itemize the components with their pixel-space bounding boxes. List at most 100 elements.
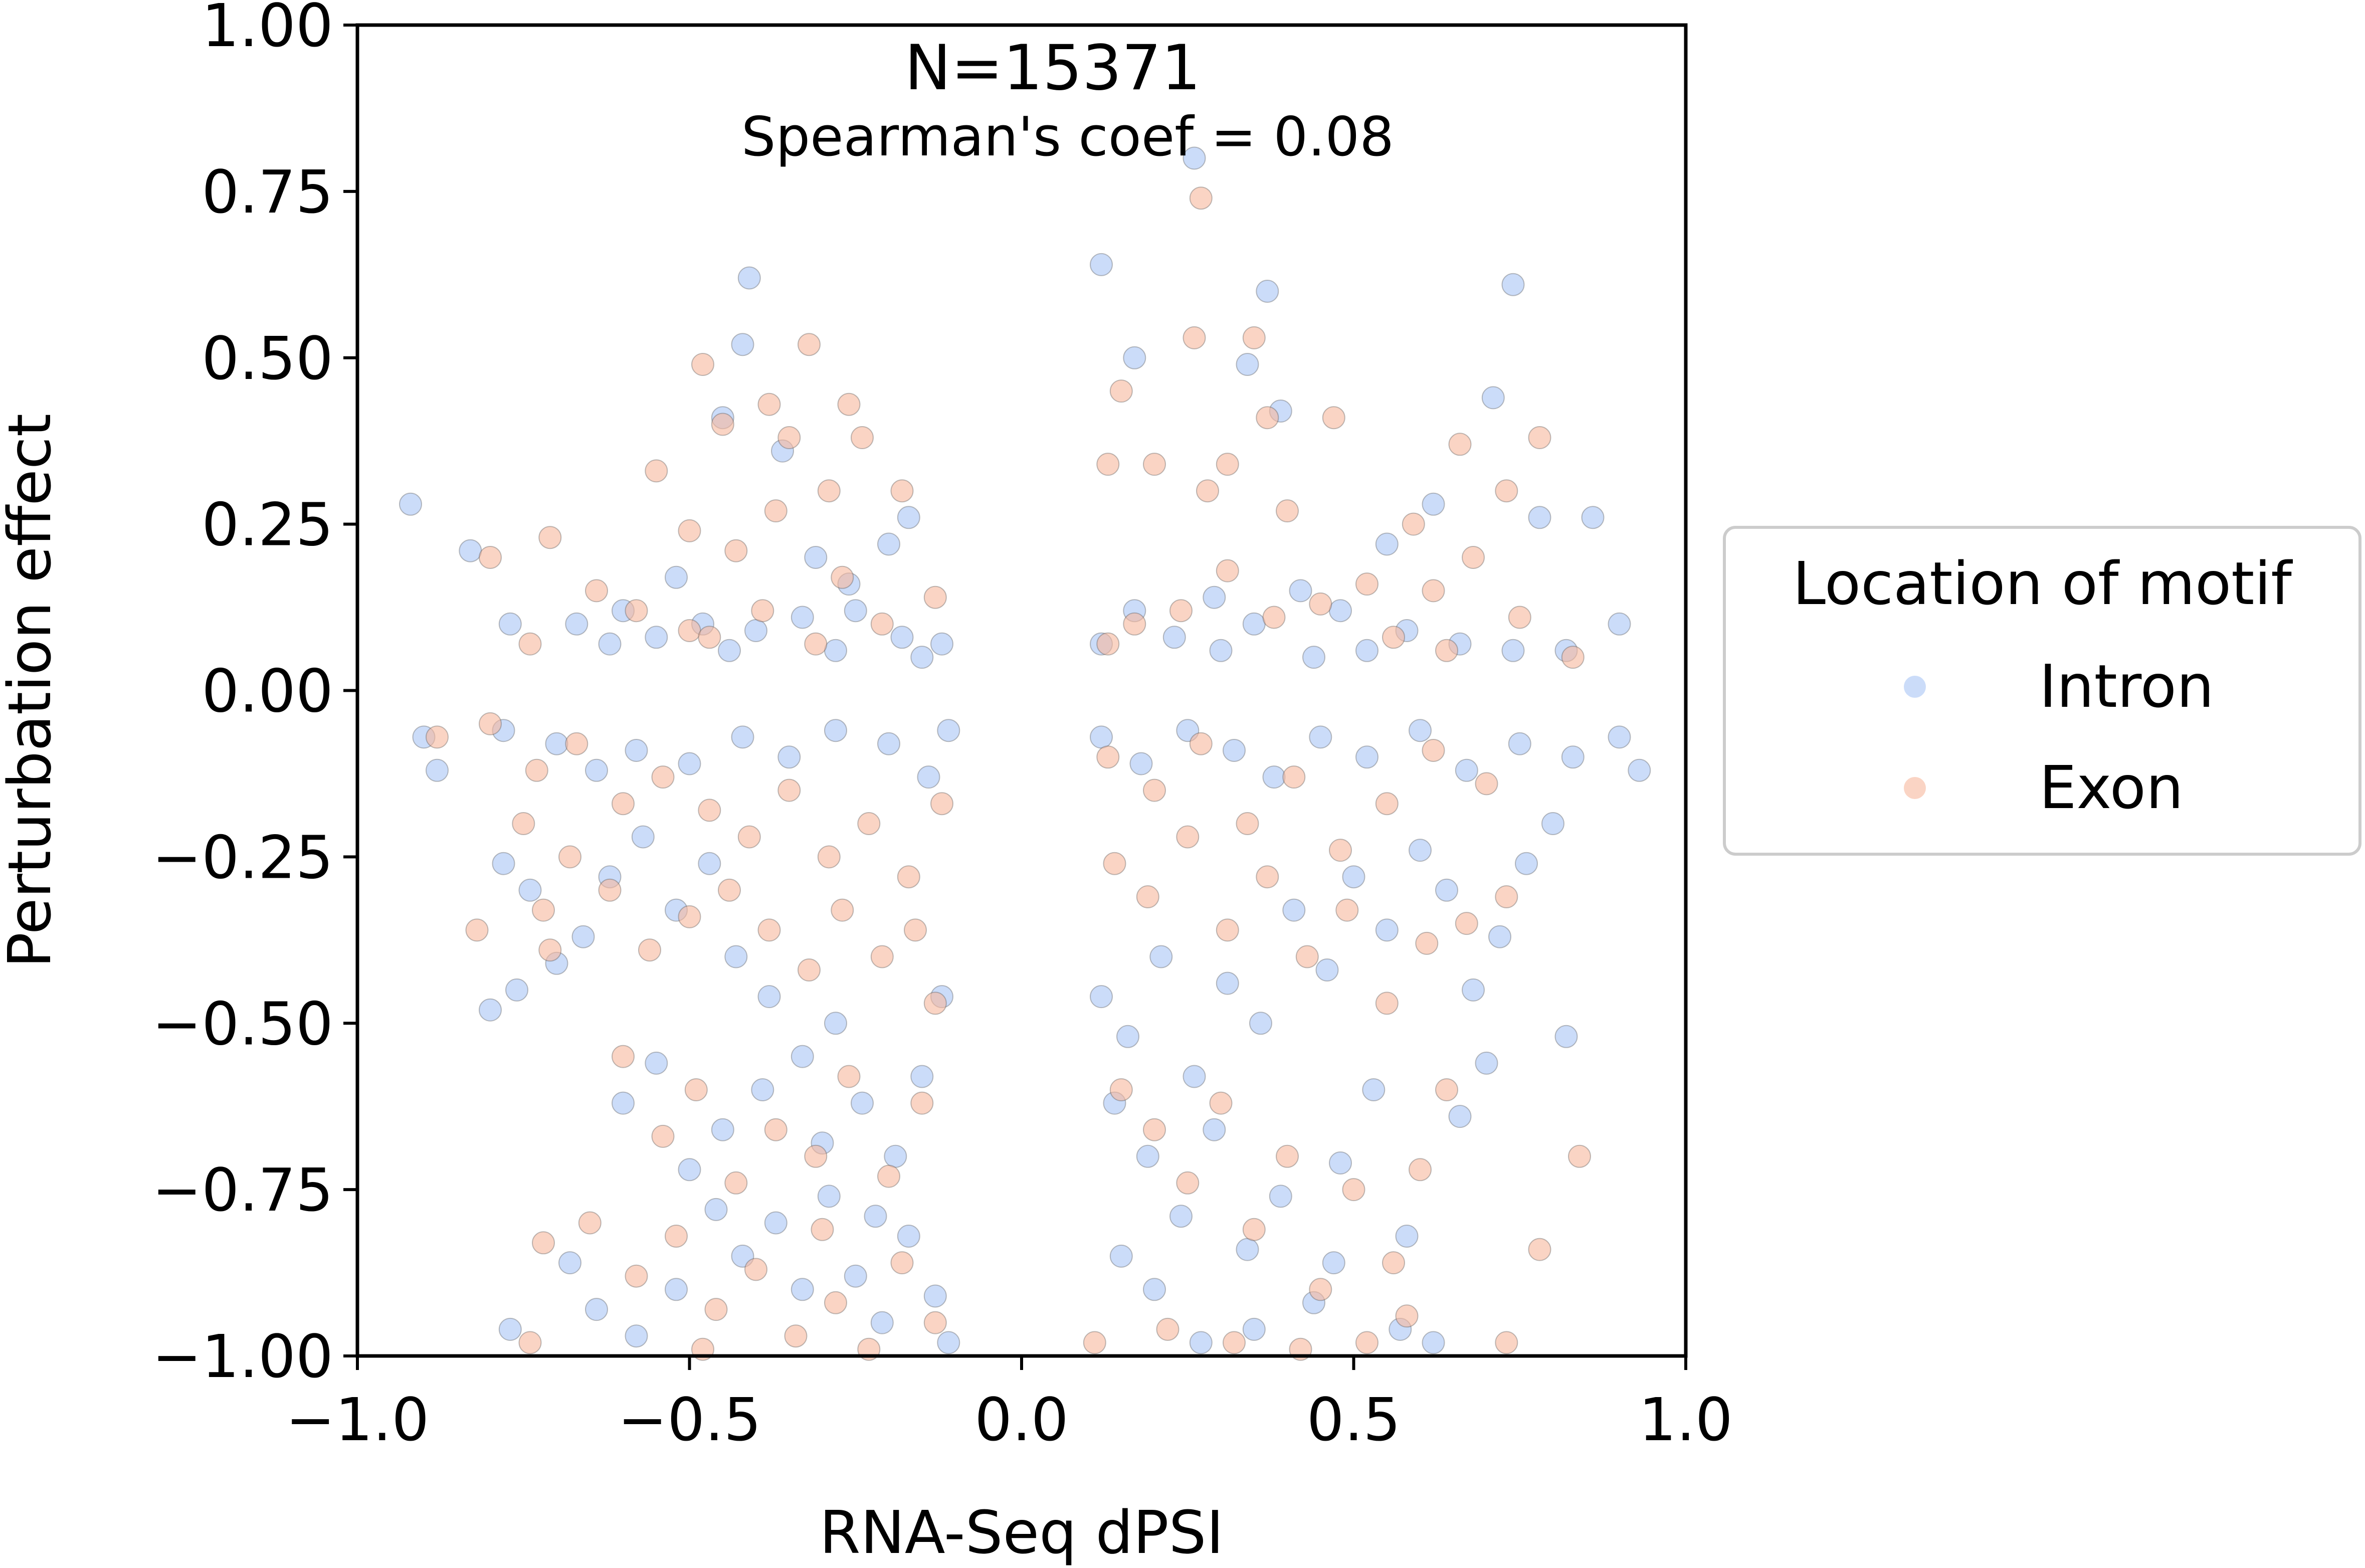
exon-point-104 — [1096, 745, 1120, 769]
intron-point-59 — [704, 1198, 728, 1221]
intron-point-61 — [764, 1211, 787, 1235]
exon-point-138 — [1223, 1331, 1246, 1354]
exon-point-143 — [1568, 1144, 1591, 1168]
exon-point-142 — [1528, 1238, 1551, 1261]
intron-point-118 — [1541, 812, 1564, 835]
intron-point-63 — [817, 1185, 841, 1208]
exon-point-2 — [757, 393, 781, 416]
exon-point-51 — [465, 918, 489, 942]
exon-point-117 — [1256, 865, 1279, 889]
exon-point-5 — [711, 413, 734, 436]
intron-point-105 — [1090, 725, 1113, 749]
exon-point-26 — [479, 712, 502, 735]
exon-point-54 — [651, 1124, 675, 1148]
intron-point-127 — [1282, 898, 1306, 922]
intron-point-43 — [571, 925, 595, 948]
exon-point-110 — [1375, 792, 1399, 816]
legend-label-intron: Intron — [2039, 652, 2214, 721]
exon-point-95 — [1262, 606, 1286, 629]
exon-point-139 — [1156, 1317, 1179, 1341]
exon-point-136 — [1355, 1331, 1378, 1354]
intron-point-17 — [791, 606, 814, 629]
intron-point-132 — [1116, 1025, 1139, 1048]
y-tick-label-7: 0.75 — [202, 157, 333, 227]
intron-point-153 — [1554, 1025, 1578, 1048]
intron-point-121 — [1462, 978, 1485, 1002]
intron-point-120 — [1488, 925, 1511, 948]
exon-point-82 — [1216, 453, 1239, 476]
intron-point-66 — [897, 1225, 920, 1248]
intron-point-84 — [1501, 273, 1525, 296]
intron-point-64 — [844, 1264, 867, 1288]
exon-point-135 — [1395, 1304, 1419, 1328]
exon-point-106 — [1189, 732, 1213, 755]
intron-point-69 — [498, 1317, 522, 1341]
exon-point-0 — [691, 353, 714, 376]
intron-point-104 — [1302, 646, 1325, 669]
y-axis-label: Perturbation effect — [0, 414, 64, 968]
plot-frame — [355, 23, 1688, 1358]
exon-point-14 — [538, 526, 562, 549]
intron-point-53 — [884, 1144, 907, 1168]
exon-point-107 — [1236, 812, 1259, 835]
exon-point-9 — [645, 459, 668, 483]
exon-point-6 — [851, 426, 874, 449]
exon-point-52 — [538, 938, 562, 962]
exon-point-21 — [870, 612, 894, 636]
intron-point-16 — [744, 619, 767, 642]
intron-point-94 — [1242, 612, 1266, 636]
exon-point-75 — [811, 1218, 834, 1241]
exon-point-76 — [1189, 186, 1213, 210]
exon-point-90 — [1528, 426, 1551, 449]
legend-title: Location of motif — [1793, 549, 2293, 618]
exon-point-80 — [1256, 406, 1279, 430]
y-tick-label-3: −0.25 — [152, 823, 333, 892]
x-tick-label-2: 0.0 — [974, 1385, 1069, 1454]
exon-point-34 — [817, 845, 841, 869]
exon-point-112 — [1475, 772, 1498, 796]
exon-point-72 — [532, 1231, 555, 1255]
intron-point-18 — [844, 599, 867, 623]
intron-point-2 — [737, 266, 761, 290]
intron-point-143 — [1395, 1225, 1419, 1248]
exon-point-79 — [1109, 379, 1133, 403]
exon-point-1 — [798, 333, 821, 356]
intron-point-1 — [459, 539, 482, 562]
exon-point-43 — [678, 905, 701, 928]
intron-point-73 — [665, 1278, 688, 1301]
exon-point-29 — [612, 792, 635, 816]
intron-point-106 — [1129, 752, 1153, 775]
exon-point-131 — [1342, 1178, 1365, 1202]
intron-point-108 — [1223, 739, 1246, 762]
exon-point-15 — [479, 546, 502, 569]
intron-point-24 — [910, 646, 934, 669]
intron-point-117 — [1628, 758, 1651, 782]
exon-point-55 — [684, 1078, 708, 1101]
exon-point-81 — [1322, 406, 1345, 430]
exon-point-83 — [1143, 453, 1166, 476]
exon-point-123 — [1495, 885, 1518, 908]
intron-point-39 — [518, 878, 542, 902]
exon-point-3 — [837, 393, 861, 416]
intron-point-77 — [864, 1205, 887, 1228]
x-tick-label-3: 0.5 — [1307, 1385, 1401, 1454]
intron-point-136 — [1169, 1205, 1193, 1228]
exon-point-128 — [1242, 1218, 1266, 1241]
intron-point-38 — [492, 852, 515, 875]
exon-point-91 — [1462, 546, 1485, 569]
exon-point-39 — [532, 898, 555, 922]
y-tick-label-1: −0.75 — [152, 1155, 333, 1225]
intron-point-67 — [923, 1284, 947, 1308]
intron-point-45 — [631, 825, 655, 849]
legend: Location of motif Intron Exon — [1723, 526, 2361, 856]
intron-point-8 — [897, 506, 920, 529]
intron-point-42 — [505, 978, 528, 1002]
exon-point-71 — [923, 1311, 947, 1334]
exon-point-44 — [718, 878, 741, 902]
exon-point-140 — [1083, 1331, 1106, 1354]
intron-point-19 — [890, 626, 914, 649]
exon-point-24 — [698, 626, 721, 649]
intron-point-90 — [1422, 492, 1445, 516]
intron-point-57 — [645, 1051, 668, 1075]
